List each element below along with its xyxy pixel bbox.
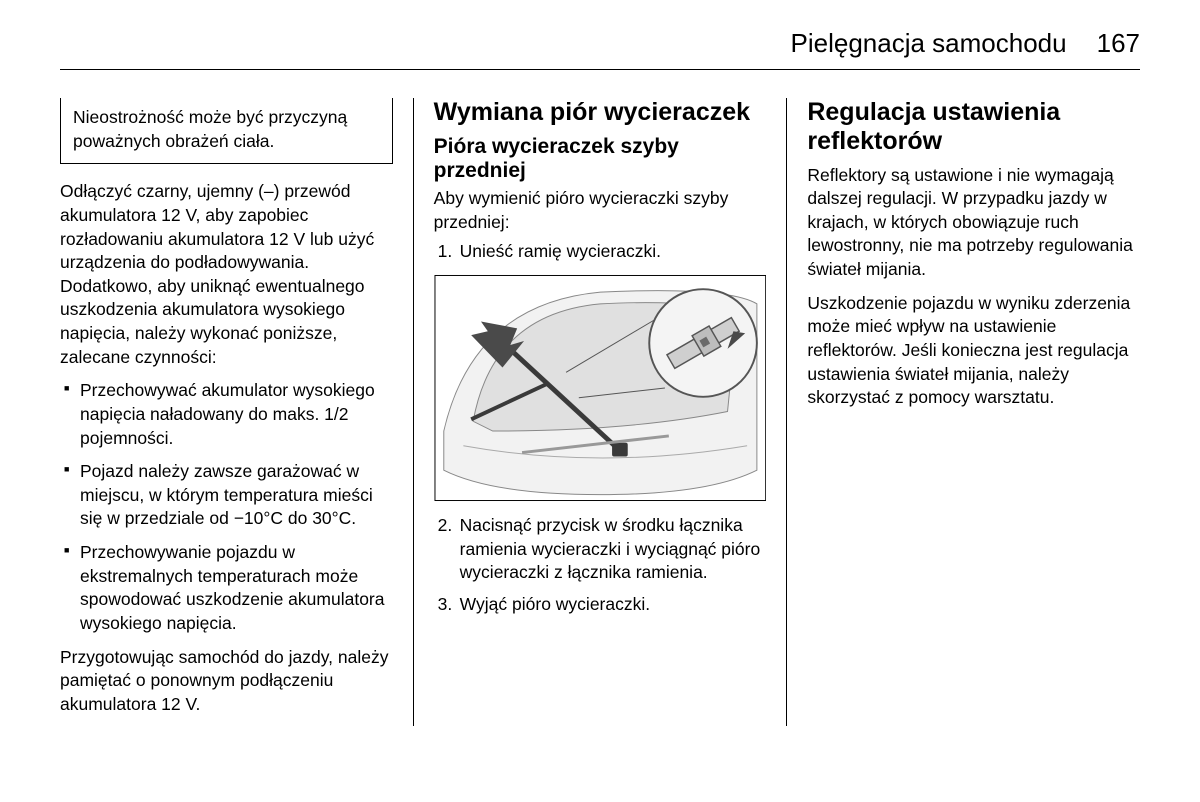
headlight-p1: Reflektory są ustawione i nie wymagają d… xyxy=(807,164,1140,282)
steps-list: 1.Unieść ramię wycieraczki. xyxy=(434,240,767,264)
page-header: Pielęgnacja samochodu 167 xyxy=(60,28,1140,70)
outro-paragraph: Przygotowując samochód do jazdy, należy … xyxy=(60,646,393,717)
heading-wiper-replacement: Wymiana piór wycieraczek xyxy=(434,98,767,127)
warning-text: Nieostrożność może być przyczyną poważny… xyxy=(73,107,347,151)
content-columns: Nieostrożność może być przyczyną poważny… xyxy=(60,98,1140,726)
wiper-figure xyxy=(434,272,767,504)
list-item: Przechowywanie pojazdu w ekstremalnych t… xyxy=(64,541,393,636)
intro-paragraph: Odłączyć czarny, ujemny (–) przewód akum… xyxy=(60,180,393,369)
column-right: Regulacja ustawienia reflektorów Reflekt… xyxy=(787,98,1140,726)
wiper-illustration xyxy=(434,272,767,504)
list-item: Przechowywać akumulator wysokiego napięc… xyxy=(64,379,393,450)
step-text: Nacisnąć przycisk w środku łącznika rami… xyxy=(460,515,761,582)
headlight-p2: Uszkodzenie pojazdu w wyniku zderzenia m… xyxy=(807,292,1140,410)
section-title: Pielęgnacja samochodu xyxy=(791,28,1067,59)
list-item: 1.Unieść ramię wycieraczki. xyxy=(434,240,767,264)
subheading-front-wipers: Pióra wycieraczek szyby przedniej xyxy=(434,135,767,183)
wiper-intro: Aby wymienić pióro wycieraczki szyby prz… xyxy=(434,187,767,234)
step-text: Unieść ramię wycieraczki. xyxy=(460,241,661,261)
column-middle: Wymiana piór wycieraczek Pióra wycieracz… xyxy=(414,98,788,726)
page-number: 167 xyxy=(1097,28,1140,59)
list-item: 2.Nacisnąć przycisk w środku łącznika ra… xyxy=(434,514,767,585)
step-text: Wyjąć pióro wycieraczki. xyxy=(460,594,650,614)
warning-box: Nieostrożność może być przyczyną poważny… xyxy=(60,98,393,164)
steps-list-cont: 2.Nacisnąć przycisk w środku łącznika ra… xyxy=(434,514,767,617)
bullet-list: Przechowywać akumulator wysokiego napięc… xyxy=(64,379,393,635)
column-left: Nieostrożność może być przyczyną poważny… xyxy=(60,98,414,726)
heading-headlight-adjustment: Regulacja ustawienia reflektorów xyxy=(807,98,1140,156)
list-item: Pojazd należy zawsze garażować w miejscu… xyxy=(64,460,393,531)
list-item: 3.Wyjąć pióro wycieraczki. xyxy=(434,593,767,617)
